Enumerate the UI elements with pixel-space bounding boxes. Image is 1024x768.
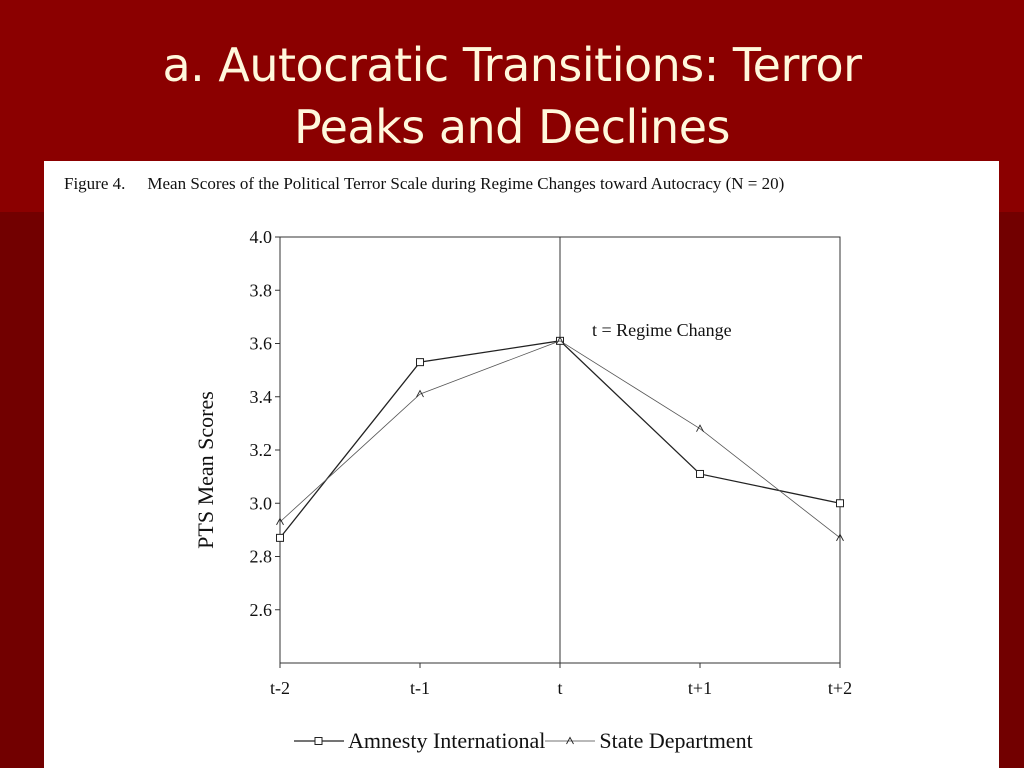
state-department-point	[276, 517, 284, 526]
slide-title: a. Autocratic Transitions: Terror Peaks …	[0, 34, 1024, 158]
state-department-point	[696, 424, 704, 432]
amnesty-point	[276, 533, 284, 542]
line-chart: 2.6 2.8 3.0 3.2 3.4 3.6 3.8 4.0 t-2 t-1 t t+1 t+2 PTS…	[193, 227, 852, 698]
y-tick-label: 3.0	[250, 493, 273, 513]
legend-label-state-department: State Department	[599, 728, 753, 753]
slide-title-line-1: a. Autocratic Transitions: Terror	[162, 38, 862, 92]
figure-caption-text: Mean Scores of the Political Terror Scal…	[147, 174, 785, 193]
y-axis-label: PTS Mean Scores	[193, 391, 218, 549]
x-tick-label: t-1	[410, 678, 430, 698]
amnesty-point	[416, 358, 424, 367]
amnesty-point	[836, 499, 844, 508]
state-department-point	[836, 533, 844, 542]
figure-panel: Figure 4. Mean Scores of the Political Te…	[44, 161, 999, 768]
legend-label-amnesty: Amnesty International	[348, 728, 546, 753]
state-department-point	[416, 389, 424, 398]
legend-entry-amnesty: Amnesty International	[294, 728, 545, 754]
regime-change-annotation: t = Regime Change	[592, 320, 732, 340]
legend-swatch-square-marker	[294, 737, 344, 745]
x-tick-label: t-2	[270, 678, 290, 698]
series-line-state-department	[279, 340, 841, 539]
x-tick-label: t+1	[688, 678, 712, 698]
y-tick-label: 2.6	[250, 600, 273, 620]
x-tick-label: t+2	[828, 678, 852, 698]
y-tick-label: 3.4	[250, 387, 273, 407]
figure-label: Figure 4.	[64, 174, 126, 193]
x-tick-label: t	[557, 678, 562, 698]
chart-legend: Amnesty International State Department	[294, 727, 753, 755]
amnesty-point	[696, 469, 704, 478]
legend-entry-state-department: State Department	[545, 728, 753, 754]
slide-title-line-2: Peaks and Declines	[294, 100, 730, 154]
figure-caption: Figure 4. Mean Scores of the Political Te…	[64, 174, 784, 194]
legend-swatch-triangle-marker	[545, 736, 596, 745]
y-tick-label: 4.0	[250, 227, 273, 247]
y-tick-label: 3.2	[250, 440, 273, 460]
y-tick-label: 3.8	[250, 280, 273, 300]
state-department-point	[556, 336, 564, 345]
y-tick-label: 2.8	[250, 547, 273, 567]
y-tick-label: 3.6	[250, 334, 273, 354]
